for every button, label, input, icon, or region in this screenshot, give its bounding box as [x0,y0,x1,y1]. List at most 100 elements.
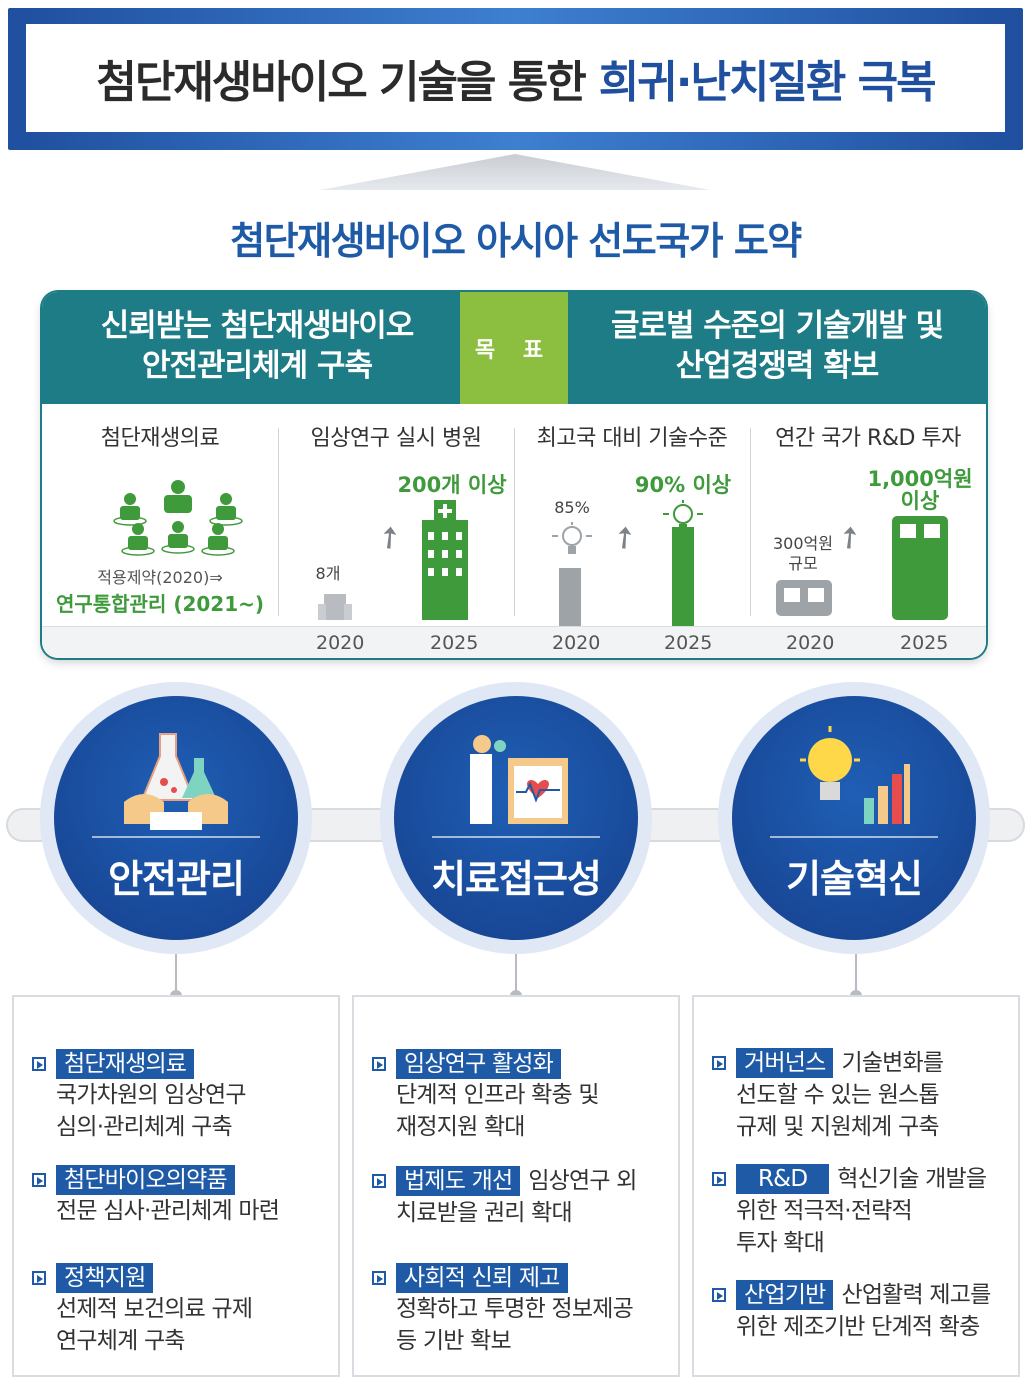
play-bullet-icon [32,1271,46,1285]
separator [278,428,279,616]
lightbulb-gray-icon [552,522,592,554]
item-text: 혁신기술 개발을 [837,1166,987,1192]
goal-header: 신뢰받는 첨단재생바이오 안전관리체계 구축 목 표 글로벌 수준의 기술개발 … [42,292,986,404]
year-label: 2020 [786,632,835,654]
play-bullet-icon [372,1174,386,1188]
tech-bar-2020 [559,568,581,626]
detail-item: 첨단바이오의약품 전문 심사·관리체계 마련 [32,1165,328,1227]
title-part1: 첨단재생바이오 기술을 통한 [96,57,586,108]
detail-item: 산업기반 산업활력 제고를 위한 제조기반 단계적 확충 [712,1279,1008,1343]
strategy-circle-innovation: 기술혁신 [718,682,990,954]
tech-bar-2025 [672,527,694,626]
item-text: 임상연구 외 [528,1168,637,1194]
item-text: 연구체계 구축 [56,1328,185,1354]
item-tag: 임상연구 활성화 [396,1049,562,1079]
item-text: 위한 적극적·전략적 [736,1198,913,1224]
separator [514,428,515,616]
strategy-circle-safety: 안전관리 [40,682,312,954]
rnd-2025-line2: 이상 [900,489,940,513]
item-text: 심의·관리체계 구축 [56,1114,233,1140]
rnd-2020-line2: 규모 [788,554,818,573]
rnd-2020-value: 300억원 규모 [768,534,838,574]
title-banner: 첨단재생바이오 기술을 통한 희귀·난치질환 극복 [8,8,1023,150]
item-text: 산업활력 제고를 [841,1282,991,1308]
detail-item: 정책지원 선제적 보건의료 규제 연구체계 구축 [32,1263,328,1357]
item-text: 등 기반 확보 [396,1328,512,1354]
detail-item: 임상연구 활성화 단계적 인프라 확충 및 재정지원 확대 [372,1049,668,1143]
detail-box-access: 임상연구 활성화 단계적 인프라 확충 및 재정지원 확대 법제도 개선 임상연구… [352,995,680,1377]
detail-item: 법제도 개선 임상연구 외 치료받을 권리 확대 [372,1165,668,1229]
item-tag: 법제도 개선 [396,1166,521,1196]
hospitals-2025-value: 200개 이상 [397,473,507,497]
people-network-icon [113,480,243,556]
title-box: 첨단재생바이오 기술을 통한 희귀·난치질환 극복 [26,24,1005,132]
metric-baseline [42,626,986,658]
circle-core: 기술혁신 [732,696,976,940]
detail-item: R&D 혁신기술 개발을 위한 적극적·전략적 투자 확대 [712,1163,1008,1259]
play-bullet-icon [32,1057,46,1071]
circle-core: 치료접근성 [394,696,638,940]
item-tag: 첨단바이오의약품 [56,1165,235,1195]
play-bullet-icon [712,1172,726,1186]
metric-hospitals: 임상연구 실시 병원 [278,404,514,658]
title-part2: 희귀·난치질환 극복 [598,57,937,108]
lightbulb-growth-icon [800,726,910,824]
goal-right: 글로벌 수준의 기술개발 및 산업경쟁력 확보 [582,306,972,386]
detail-item: 사회적 신뢰 제고 정확하고 투명한 정보제공 등 기반 확보 [372,1263,668,1357]
connector-stem [515,954,517,994]
year-label: 2025 [664,632,713,654]
up-arrow-shape [320,154,710,190]
circle-divider [92,836,260,838]
metric-hospitals-title: 임상연구 실시 병원 [310,426,482,451]
goal-left: 신뢰받는 첨단재생바이오 안전관리체계 구축 [62,306,452,386]
connector-stem [855,954,857,994]
play-bullet-icon [32,1173,46,1187]
play-bullet-icon [372,1057,386,1071]
item-text: 투자 확대 [736,1230,825,1256]
item-text: 선제적 보건의료 규제 [56,1296,253,1322]
connector-stem [175,954,177,994]
goal-right-line1: 글로벌 수준의 기술개발 및 [610,308,944,344]
goal-left-line2: 안전관리체계 구축 [142,348,373,384]
goal-badge: 목 표 [460,292,568,404]
metric-tech-title: 최고국 대비 기술수준 [536,426,728,451]
item-tag: 첨단재생의료 [56,1049,195,1079]
item-text: 기술변화를 [841,1050,944,1076]
year-label: 2025 [430,632,479,654]
small-hospital-icon [318,594,352,620]
tech-2020-value: 85% [554,498,590,517]
detail-item: 첨단재생의료 국가차원의 임상연구 심의·관리체계 구축 [32,1049,328,1143]
item-text: 정확하고 투명한 정보제공 [396,1296,634,1322]
metric-tech: 최고국 대비 기술수준 [514,404,750,658]
money-stack-green-icon [892,516,948,620]
clipboard-heart-icon [470,735,568,824]
rnd-2025-line1: 1,000억원 [867,467,973,491]
circle-divider [770,836,938,838]
hospital-building-icon [422,500,468,620]
detail-item: 거버넌스 기술변화를 선도할 수 있는 원스톱 규제 및 지원체계 구축 [712,1047,1008,1143]
hospitals-2020-value: 8개 [315,564,341,583]
goal-left-line1: 신뢰받는 첨단재생바이오 [100,308,415,344]
item-tag: 거버넌스 [736,1048,834,1078]
separator [750,428,751,616]
item-text: 규제 및 지원체계 구축 [736,1114,940,1140]
goal-right-line2: 산업경쟁력 확보 [675,348,879,384]
strategy-label-innovation: 기술혁신 [786,857,923,901]
item-tag: 정책지원 [56,1263,154,1293]
year-label: 2025 [900,632,949,654]
detail-box-safety: 첨단재생의료 국가차원의 임상연구 심의·관리체계 구축 첨단바이오의약품 전문… [12,995,340,1377]
metric-regen: 첨단재생의료 [42,404,278,658]
item-text: 선도할 수 있는 원스톱 [736,1082,940,1108]
play-bullet-icon [372,1271,386,1285]
vision-subtitle: 첨단재생바이오 아시아 선도국가 도약 [230,219,802,263]
money-stack-gray-icon [776,580,832,616]
play-bullet-icon [712,1288,726,1302]
play-bullet-icon [712,1056,726,1070]
year-label: 2020 [316,632,365,654]
strategy-label-access: 치료접근성 [431,857,602,901]
strategy-label-safety: 안전관리 [108,857,245,901]
regen-before: 적용제약(2020)⇒ [97,568,223,587]
rnd-2020-line1: 300억원 [773,534,833,553]
goal-panel: 신뢰받는 첨단재생바이오 안전관리체계 구축 목 표 글로벌 수준의 기술개발 … [42,292,986,658]
tech-2025-value: 90% 이상 [634,473,732,497]
